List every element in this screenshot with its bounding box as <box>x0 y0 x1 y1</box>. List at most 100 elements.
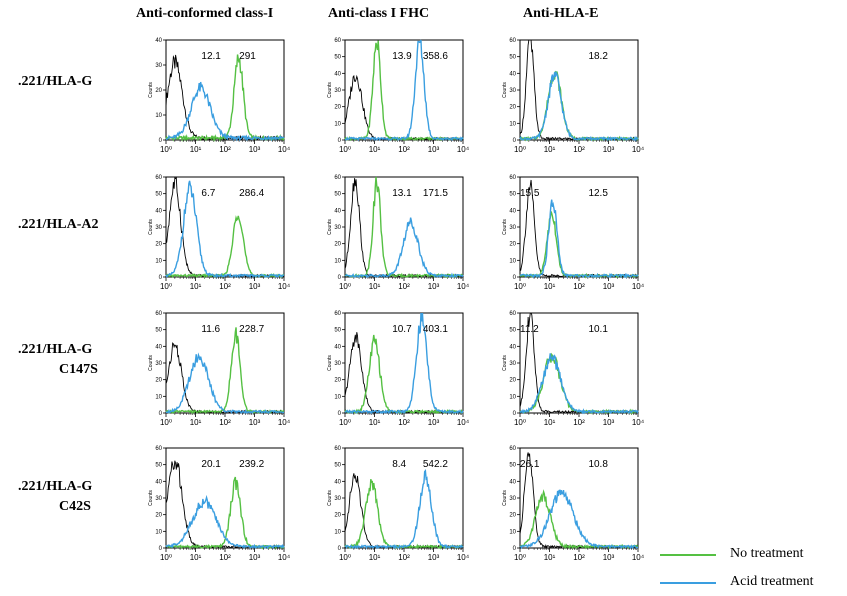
y-tick-label: 10 <box>155 258 162 264</box>
y-tick-label: 20 <box>155 378 162 384</box>
legend-acid-treatment-swatch <box>660 582 716 584</box>
histogram-curve-acid-treatment <box>344 468 464 550</box>
x-tick-label: 10² <box>398 145 410 154</box>
legend-no-treatment-swatch <box>660 554 716 556</box>
mfi-value-label: 12.5 <box>588 188 608 199</box>
y-axis-label: Counts <box>502 219 508 235</box>
x-tick-label: 10¹ <box>544 418 556 427</box>
row-label-2-line-1: .221/HLA-A2 <box>18 217 99 232</box>
y-tick-label: 10 <box>334 394 341 400</box>
x-tick-label: 10¹ <box>544 553 556 562</box>
y-tick-label: 20 <box>334 513 341 519</box>
histogram-panel-r1-c1: 0 10 20 30 40 Counts 10⁰ 10¹ 10² 10³ 10⁴ 12.1 291 <box>148 38 291 154</box>
histogram-curve-acid-treatment <box>519 199 639 279</box>
mfi-value-label: 403.1 <box>423 324 448 335</box>
x-tick-label: 10⁰ <box>160 418 172 427</box>
histogram-curve-acid-treatment <box>519 489 639 550</box>
x-tick-label: 10⁰ <box>514 145 526 154</box>
y-tick-label: 0 <box>159 546 163 552</box>
x-tick-label: 10⁴ <box>632 553 645 562</box>
mfi-value-label: 10.7 <box>392 324 412 335</box>
y-tick-label: 20 <box>334 242 341 248</box>
x-tick-label: 10⁰ <box>514 418 526 427</box>
y-tick-label: 10 <box>155 394 162 400</box>
y-tick-label: 40 <box>509 71 516 77</box>
histogram-curve-control <box>519 39 639 141</box>
x-tick-label: 10⁴ <box>632 145 645 154</box>
x-tick-label: 10³ <box>603 282 615 291</box>
y-tick-label: 10 <box>509 258 516 264</box>
y-tick-label: 40 <box>509 344 516 350</box>
x-tick-label: 10⁰ <box>339 282 351 291</box>
x-tick-label: 10⁰ <box>339 553 351 562</box>
row-label-2: .221/HLA-A2 <box>18 215 99 235</box>
histogram-panel-r2-c3: 0 10 20 30 40 50 60 Counts 10⁰ 10¹ 10² 10³ 10⁴ 12.5 15… <box>502 175 645 291</box>
mfi-value-label: 11.6 <box>201 324 220 335</box>
mfi-value-label: 20.1 <box>201 459 221 470</box>
y-axis-label: Counts <box>148 82 154 98</box>
y-tick-label: 20 <box>334 378 341 384</box>
mfi-value-label: 13.9 <box>392 51 412 62</box>
histogram-curve-control <box>165 342 285 414</box>
y-tick-label: 40 <box>509 479 516 485</box>
x-tick-label: 10⁰ <box>160 553 172 562</box>
y-tick-label: 60 <box>509 446 516 452</box>
y-tick-label: 20 <box>509 513 516 519</box>
row-label-3: .221/HLA-G C147S <box>18 340 98 380</box>
histogram-curve-acid-treatment <box>344 217 464 279</box>
y-axis-label: Counts <box>148 490 154 506</box>
row-label-1-line-1: .221/HLA-G <box>18 74 93 89</box>
y-tick-label: 60 <box>155 311 162 317</box>
legend-acid-treatment-label: Acid treatment <box>730 574 814 589</box>
y-tick-label: 50 <box>334 55 341 61</box>
histogram-panel-r2-c1: 0 10 20 30 40 50 60 Counts 10⁰ 10¹ 10² 10³ 10⁴ 6.7 286… <box>148 175 291 291</box>
x-tick-label: 10¹ <box>190 418 202 427</box>
y-tick-label: 0 <box>159 275 163 281</box>
y-tick-label: 30 <box>334 88 341 94</box>
histogram-curve-acid-treatment <box>344 39 464 142</box>
y-tick-label: 20 <box>334 105 341 111</box>
y-tick-label: 50 <box>334 328 341 334</box>
y-tick-label: 50 <box>509 192 516 198</box>
x-tick-label: 10³ <box>249 145 261 154</box>
y-tick-label: 30 <box>334 225 341 231</box>
x-tick-label: 10³ <box>428 553 440 562</box>
y-axis-label: Counts <box>502 490 508 506</box>
x-tick-label: 10¹ <box>369 282 381 291</box>
y-tick-label: 30 <box>509 88 516 94</box>
histogram-panel-r1-c2: 0 10 20 30 40 50 60 Counts 10⁰ 10¹ 10² 10³ 10⁴ 13.9 35… <box>327 38 470 154</box>
y-tick-label: 0 <box>513 411 517 417</box>
y-tick-label: 0 <box>338 411 342 417</box>
x-tick-label: 10¹ <box>369 553 381 562</box>
y-tick-label: 30 <box>155 63 162 69</box>
x-tick-label: 10⁴ <box>457 282 470 291</box>
y-tick-label: 60 <box>509 175 516 181</box>
histogram-curve-acid-treatment <box>519 353 639 415</box>
legend-no-treatment-label: No treatment <box>730 546 804 561</box>
y-tick-label: 60 <box>509 38 516 44</box>
y-tick-label: 30 <box>155 225 162 231</box>
y-tick-label: 20 <box>155 242 162 248</box>
x-tick-label: 10⁴ <box>632 418 645 427</box>
x-tick-label: 10³ <box>603 145 615 154</box>
x-tick-label: 10³ <box>603 418 615 427</box>
x-tick-label: 10³ <box>428 145 440 154</box>
histogram-panel-r4-c3: 0 10 20 30 40 50 60 Counts 10⁰ 10¹ 10² 10³ 10⁴ 10.8 26… <box>502 446 645 562</box>
x-tick-label: 10³ <box>249 418 261 427</box>
row-label-3-line-2: C147S <box>59 362 98 377</box>
x-tick-label: 10³ <box>249 282 261 291</box>
x-tick-label: 10² <box>573 553 585 562</box>
y-axis-label: Counts <box>502 355 508 371</box>
histogram-curve-control <box>344 74 464 141</box>
histogram-curve-acid-treatment <box>165 494 285 550</box>
y-tick-label: 30 <box>334 361 341 367</box>
histogram-curve-control <box>344 332 464 414</box>
y-tick-label: 60 <box>334 446 341 452</box>
x-tick-label: 10¹ <box>190 553 202 562</box>
histogram-panel-r3-c3: 0 10 20 30 40 50 60 Counts 10⁰ 10¹ 10² 10³ 10⁴ 10.1 11… <box>502 311 645 427</box>
y-tick-label: 0 <box>513 546 517 552</box>
y-tick-label: 60 <box>155 175 162 181</box>
y-tick-label: 50 <box>509 55 516 61</box>
mfi-value-label: 10.1 <box>588 324 608 335</box>
mfi-value-label: 228.7 <box>239 324 264 335</box>
